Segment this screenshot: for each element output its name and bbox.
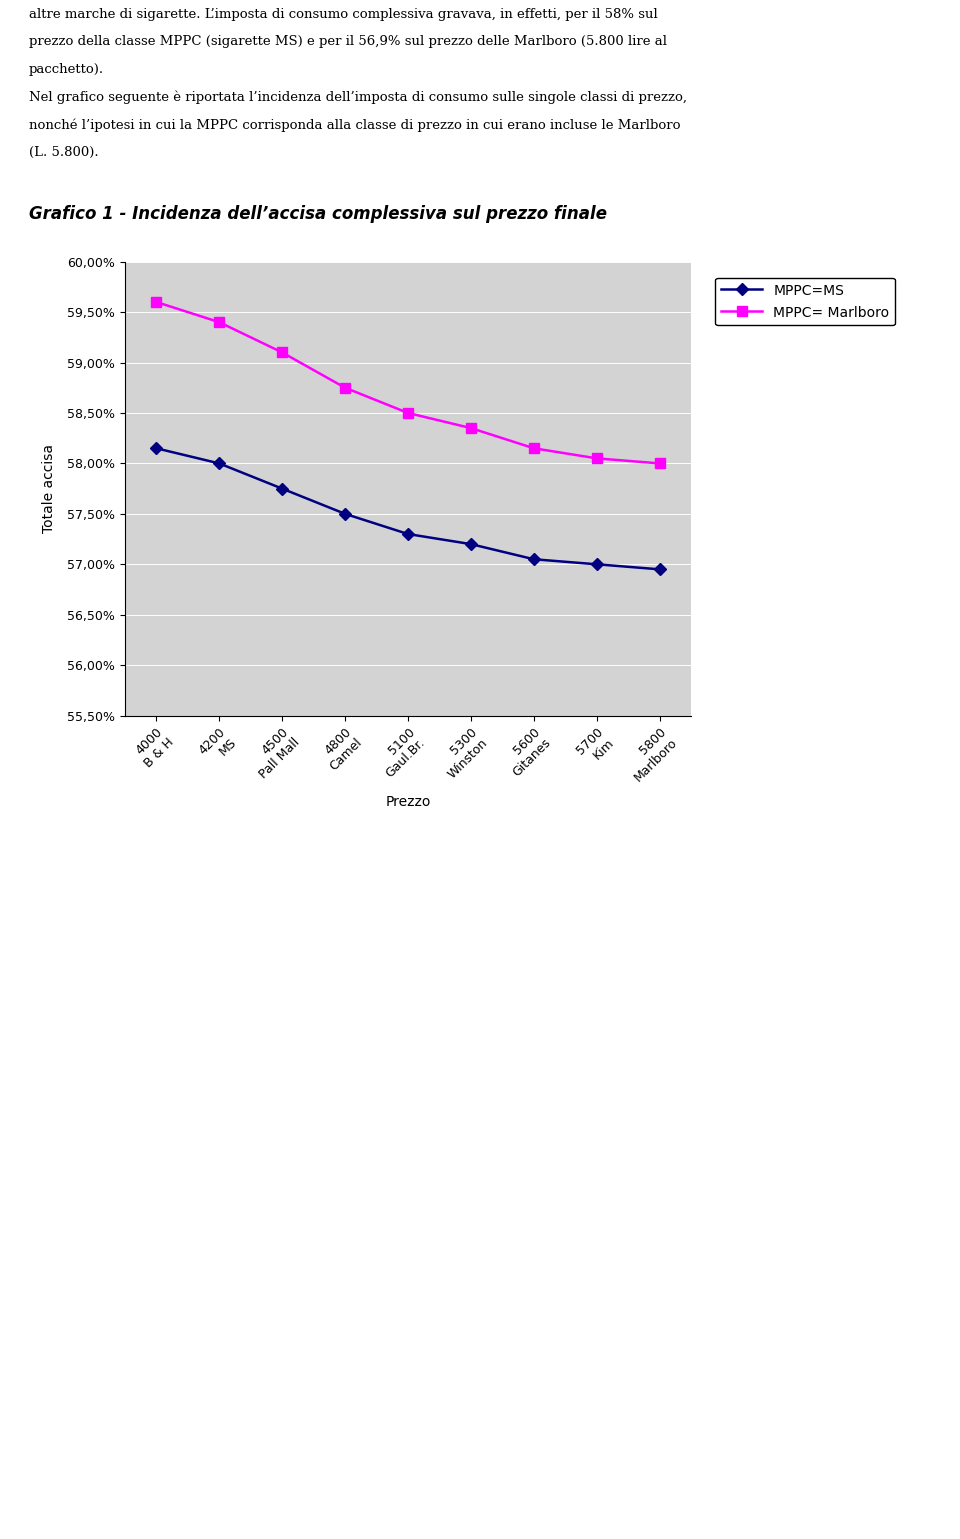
MPPC= Marlboro <box>591 449 603 468</box>
MPPC= Marlboro <box>339 379 350 397</box>
Text: (L. 5.800).: (L. 5.800). <box>29 146 99 159</box>
MPPC= Marlboro <box>654 454 665 472</box>
Text: Nel grafico seguente è riportata l’incidenza dell’imposta di consumo sulle singo: Nel grafico seguente è riportata l’incid… <box>29 91 686 105</box>
Legend: MPPC=MS, MPPC= Marlboro: MPPC=MS, MPPC= Marlboro <box>715 277 895 325</box>
MPPC= Marlboro <box>276 343 288 362</box>
MPPC= Marlboro <box>151 292 162 311</box>
MPPC=MS <box>151 439 162 457</box>
Text: nonché l’ipotesi in cui la MPPC corrisponda alla classe di prezzo in cui erano i: nonché l’ipotesi in cui la MPPC corrispo… <box>29 119 681 132</box>
Line: MPPC=MS: MPPC=MS <box>152 445 664 574</box>
MPPC=MS <box>213 454 225 472</box>
Text: prezzo della classe MPPC (sigarette MS) e per il 56,9% sul prezzo delle Marlboro: prezzo della classe MPPC (sigarette MS) … <box>29 35 667 48</box>
MPPC= Marlboro <box>466 419 477 437</box>
X-axis label: Prezzo: Prezzo <box>385 796 431 810</box>
Y-axis label: Totale accisa: Totale accisa <box>42 445 56 532</box>
Line: MPPC= Marlboro: MPPC= Marlboro <box>152 297 664 468</box>
MPPC=MS <box>402 525 414 543</box>
MPPC=MS <box>654 560 665 579</box>
MPPC=MS <box>276 479 288 497</box>
MPPC=MS <box>591 556 603 574</box>
Text: altre marche di sigarette. L’imposta di consumo complessiva gravava, in effetti,: altre marche di sigarette. L’imposta di … <box>29 8 658 20</box>
MPPC= Marlboro <box>528 439 540 457</box>
MPPC=MS <box>528 549 540 568</box>
Text: Grafico 1 - Incidenza dell’accisa complessiva sul prezzo finale: Grafico 1 - Incidenza dell’accisa comple… <box>29 205 607 223</box>
Text: pacchetto).: pacchetto). <box>29 63 104 75</box>
MPPC=MS <box>466 536 477 554</box>
MPPC=MS <box>339 505 350 523</box>
MPPC= Marlboro <box>213 312 225 331</box>
MPPC= Marlboro <box>402 403 414 422</box>
